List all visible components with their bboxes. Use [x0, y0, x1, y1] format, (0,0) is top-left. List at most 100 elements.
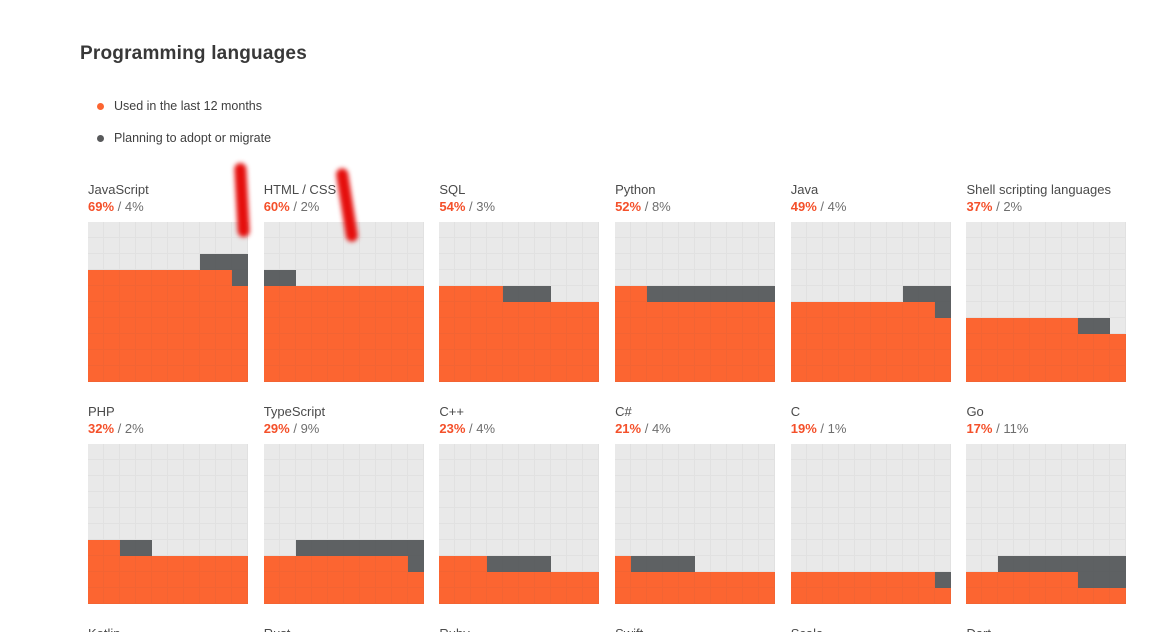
- waffle-cell: [1094, 270, 1111, 286]
- waffle-cell: [136, 350, 152, 366]
- waffle-cell: [1078, 366, 1095, 382]
- waffle-cell: [519, 492, 536, 508]
- waffle-cell: [311, 302, 328, 318]
- waffle-cell: [695, 318, 712, 334]
- waffle-cell: [104, 524, 120, 540]
- waffle-cell: [168, 222, 184, 238]
- waffle-cell: [759, 492, 776, 508]
- waffle-cell: [439, 540, 456, 556]
- waffle-cell: [200, 350, 216, 366]
- waffle-cell: [487, 302, 504, 318]
- waffle-cell: [439, 318, 456, 334]
- waffle-cell: [695, 476, 712, 492]
- waffle-cell: [279, 270, 296, 286]
- waffle-cell: [327, 444, 344, 460]
- percentage-separator: /: [996, 199, 1004, 214]
- waffle-chart: [790, 444, 951, 604]
- waffle-cell: [1046, 492, 1063, 508]
- waffle-cell: [279, 254, 296, 270]
- waffle-cell: [88, 444, 104, 460]
- waffle-cell: [966, 460, 983, 476]
- waffle-cell: [870, 444, 887, 460]
- waffle-cell: [966, 476, 983, 492]
- waffle-cell: [295, 302, 312, 318]
- waffle-cell: [1110, 254, 1127, 270]
- waffle-cell: [104, 222, 120, 238]
- waffle-cell: [359, 350, 376, 366]
- waffle-cell: [822, 444, 839, 460]
- waffle-cell: [727, 540, 744, 556]
- waffle-cell: [1094, 238, 1111, 254]
- waffle-cell: [503, 302, 520, 318]
- waffle-cell: [152, 350, 168, 366]
- language-card: PHP 32% / 2%: [88, 404, 248, 604]
- waffle-cell: [854, 476, 871, 492]
- waffle-cell: [407, 270, 424, 286]
- waffle-cell: [663, 270, 680, 286]
- waffle-cell: [567, 222, 584, 238]
- waffle-cell: [407, 508, 424, 524]
- waffle-cell: [471, 540, 488, 556]
- waffle-cell: [902, 318, 919, 334]
- waffle-cell: [631, 222, 648, 238]
- waffle-cell: [1110, 334, 1127, 350]
- waffle-cell: [487, 238, 504, 254]
- waffle-cell: [663, 238, 680, 254]
- waffle-cell: [535, 238, 552, 254]
- waffle-cell: [822, 350, 839, 366]
- waffle-cell: [854, 366, 871, 382]
- waffle-cell: [567, 334, 584, 350]
- waffle-cell: [998, 350, 1015, 366]
- waffle-cell: [359, 444, 376, 460]
- waffle-cell: [615, 238, 632, 254]
- waffle-cell: [1110, 492, 1127, 508]
- waffle-cell: [695, 286, 712, 302]
- waffle-cell: [615, 444, 632, 460]
- waffle-cell: [216, 270, 232, 286]
- waffle-cell: [934, 222, 951, 238]
- waffle-cell: [184, 286, 200, 302]
- waffle-cell: [535, 588, 552, 604]
- waffle-cell: [1062, 524, 1079, 540]
- waffle-cell: [743, 572, 760, 588]
- waffle-cell: [184, 334, 200, 350]
- language-card: C++ 23% / 4%: [439, 404, 600, 604]
- waffle-cell: [200, 460, 216, 476]
- waffle-cell: [439, 270, 456, 286]
- waffle-cell: [152, 460, 168, 476]
- waffle-cell: [583, 254, 600, 270]
- language-card: SQL 54% / 3%: [439, 182, 600, 382]
- waffle-cell: [104, 492, 120, 508]
- used-percentage: 54%: [439, 199, 466, 214]
- waffle-cell: [200, 556, 216, 572]
- waffle-cell: [1062, 254, 1079, 270]
- waffle-cell: [711, 334, 728, 350]
- waffle-cell: [966, 286, 983, 302]
- waffle-cell: [216, 444, 232, 460]
- waffle-cell: [168, 444, 184, 460]
- waffle-cell: [870, 508, 887, 524]
- waffle-cell: [359, 222, 376, 238]
- waffle-cell: [455, 286, 472, 302]
- waffle-cell: [790, 540, 807, 556]
- waffle-cell: [503, 556, 520, 572]
- waffle-cell: [1094, 588, 1111, 604]
- waffle-cell: [982, 492, 999, 508]
- waffle-cell: [200, 222, 216, 238]
- waffle-cell: [615, 540, 632, 556]
- waffle-cell: [790, 476, 807, 492]
- waffle-cell: [551, 588, 568, 604]
- page-title: Programming languages: [80, 43, 307, 64]
- waffle-cell: [279, 588, 296, 604]
- waffle-cell: [998, 270, 1015, 286]
- waffle-cell: [1014, 492, 1031, 508]
- waffle-cell: [439, 286, 456, 302]
- waffle-cell: [838, 588, 855, 604]
- waffle-cell: [695, 334, 712, 350]
- waffle-cell: [822, 318, 839, 334]
- waffle-cell: [647, 318, 664, 334]
- waffle-cell: [120, 524, 136, 540]
- waffle-cell: [790, 588, 807, 604]
- waffle-cell: [567, 286, 584, 302]
- waffle-cell: [902, 222, 919, 238]
